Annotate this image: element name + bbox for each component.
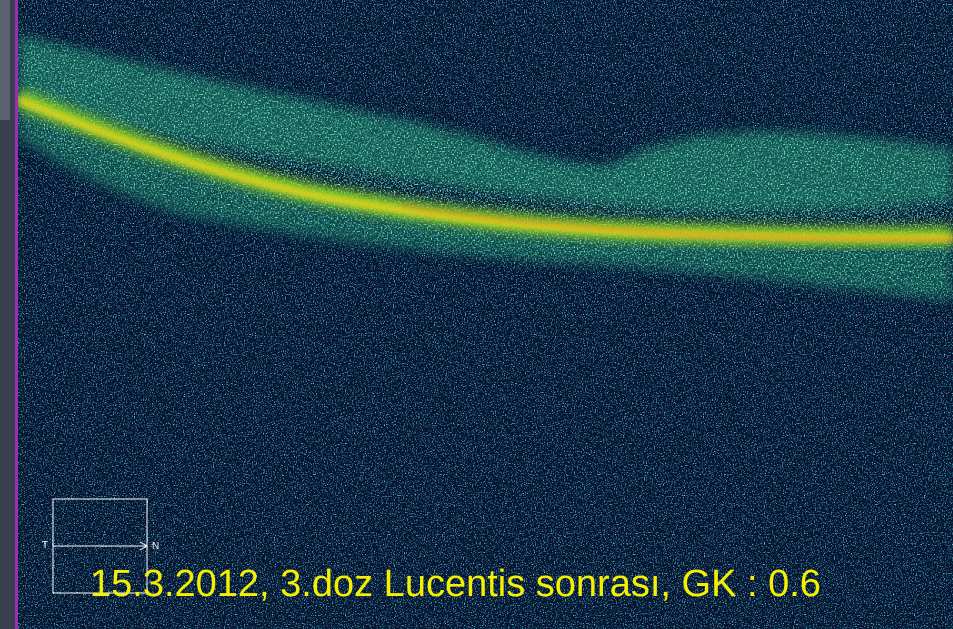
orientation-right: N <box>152 541 159 552</box>
orientation-left: T <box>42 540 48 551</box>
oct-scan: T N 15.3.2012, 3.doz Lucentis sonrası, G… <box>0 0 953 629</box>
left-border <box>15 0 18 629</box>
left-strip-top <box>0 0 10 120</box>
layer-speckle <box>0 0 953 629</box>
caption: 15.3.2012, 3.doz Lucentis sonrası, GK : … <box>90 563 821 605</box>
